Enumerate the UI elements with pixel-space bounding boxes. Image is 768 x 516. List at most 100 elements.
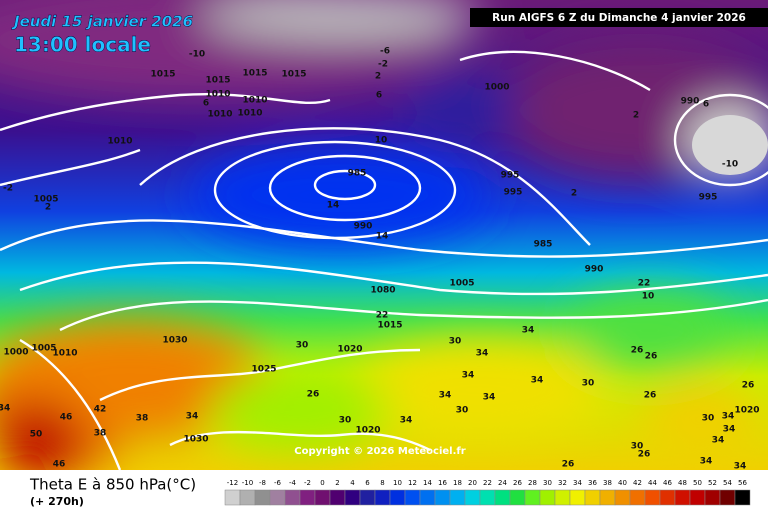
isobar-label: 1015 [242, 69, 267, 79]
temperature-label: 30 [449, 337, 462, 347]
temperature-label: 26 [644, 391, 657, 401]
map-background [0, 0, 768, 480]
isobar-label: 1010 [205, 90, 230, 100]
temperature-label: 26 [307, 390, 320, 400]
scale-label: 8 [380, 479, 384, 487]
temperature-label: 10 [642, 292, 655, 302]
scale-label: 36 [588, 479, 597, 487]
color-swatch [509, 489, 526, 506]
run-box [470, 8, 768, 27]
isobar-label: 985 [348, 169, 367, 179]
color-swatch [374, 489, 391, 506]
temperature-label: 2 [633, 111, 639, 121]
scale-label: 6 [365, 479, 370, 487]
isobar-label: 1010 [107, 137, 132, 147]
temperature-label: 30 [631, 442, 644, 452]
isobar-label: 1005 [31, 344, 56, 354]
temperature-label: 38 [136, 414, 149, 424]
color-swatch [359, 489, 376, 506]
temperature-label: -10 [722, 160, 738, 170]
color-swatch [569, 489, 586, 506]
scale-label: 30 [543, 479, 552, 487]
temperature-label: 2 [571, 189, 577, 199]
scale-label: -2 [304, 479, 311, 487]
color-swatch [419, 489, 436, 506]
temperature-label: 34 [483, 393, 496, 403]
temperature-label: 2 [375, 72, 381, 82]
isobar-label: 1010 [242, 96, 267, 106]
temperature-label: 26 [638, 450, 651, 460]
isobar-label: 1015 [281, 70, 306, 80]
isobar-label: 1020 [355, 426, 380, 436]
isobar-label: 1015 [377, 321, 402, 331]
temperature-label: 34 [522, 326, 535, 336]
color-swatch [614, 489, 631, 506]
scale-label: -12 [227, 479, 238, 487]
scale-label: -4 [289, 479, 297, 487]
color-swatch [389, 489, 406, 506]
scale-label: -6 [274, 479, 282, 487]
isobar-label: 1080 [370, 286, 395, 296]
scale-label: 48 [678, 479, 687, 487]
temperature-label: 34 [0, 404, 10, 414]
temperature-label: 46 [53, 460, 66, 470]
forecast-date: Jeudi 15 janvier 2026 [11, 13, 193, 31]
temperature-label: 30 [456, 406, 469, 416]
temperature-label: 14 [376, 232, 389, 242]
temperature-label: 34 [439, 391, 452, 401]
forecast-time: 13:00 locale [14, 33, 151, 57]
color-scale: -12 -10 -8 -6 -4 -2 0 2 4 6 8 10 12 14 16 18 20 22 24 26 28 3… [224, 479, 751, 506]
color-swatch [719, 489, 736, 506]
temperature-label: 26 [742, 381, 755, 391]
scale-label: 20 [468, 479, 477, 487]
color-swatch [659, 489, 676, 506]
isobar-label: 990 [681, 97, 700, 107]
temperature-label: 50 [30, 430, 43, 440]
isobar-label: 995 [504, 188, 523, 198]
isobars [0, 50, 768, 471]
isobar-label: 1000 [484, 83, 509, 93]
temperature-label: 34 [712, 436, 725, 446]
isobar-label: 1015 [150, 70, 175, 80]
temperature-label: 34 [700, 457, 713, 467]
temperature-label: 34 [531, 376, 544, 386]
isobar-label: 1025 [251, 365, 276, 375]
isobar-label: 990 [585, 265, 604, 275]
isobar-label: 1020 [734, 406, 759, 416]
temperature-label: 46 [60, 413, 73, 423]
footer-title: Theta E à 850 hPa(°C) [29, 476, 196, 494]
temperature-label: -2 [378, 60, 388, 70]
scale-label: 28 [528, 479, 537, 487]
scale-label: 18 [453, 479, 462, 487]
temperature-label: -2 [3, 184, 13, 194]
temperature-label: 22 [376, 311, 389, 321]
temperature-label: 34 [476, 349, 489, 359]
color-swatch [329, 489, 346, 506]
color-swatch [584, 489, 601, 506]
temperature-label: 34 [723, 425, 736, 435]
temperature-label: 6 [703, 100, 709, 110]
temperature-label: 26 [631, 346, 644, 356]
scale-label: 54 [723, 479, 732, 487]
temperature-label: 14 [327, 201, 340, 211]
temperature-label: -6 [380, 47, 390, 57]
scale-label: 42 [633, 479, 642, 487]
temperature-label: 34 [186, 412, 199, 422]
scale-label: 56 [738, 479, 747, 487]
scale-label: 52 [708, 479, 717, 487]
temperature-label: 34 [722, 412, 735, 422]
color-swatch [404, 489, 421, 506]
temperature-label: 34 [734, 462, 747, 472]
temperature-label: -10 [189, 50, 205, 60]
temperature-label: 30 [339, 416, 352, 426]
isobar-label: 1030 [183, 435, 208, 445]
scale-label: -8 [259, 479, 266, 487]
color-swatch [539, 489, 556, 506]
color-swatch [269, 489, 286, 506]
color-swatch [479, 489, 496, 506]
temperature-label: 6 [376, 91, 382, 101]
temperature-label: 34 [400, 416, 413, 426]
scale-label: 2 [335, 479, 339, 487]
scale-label: 24 [498, 479, 507, 487]
